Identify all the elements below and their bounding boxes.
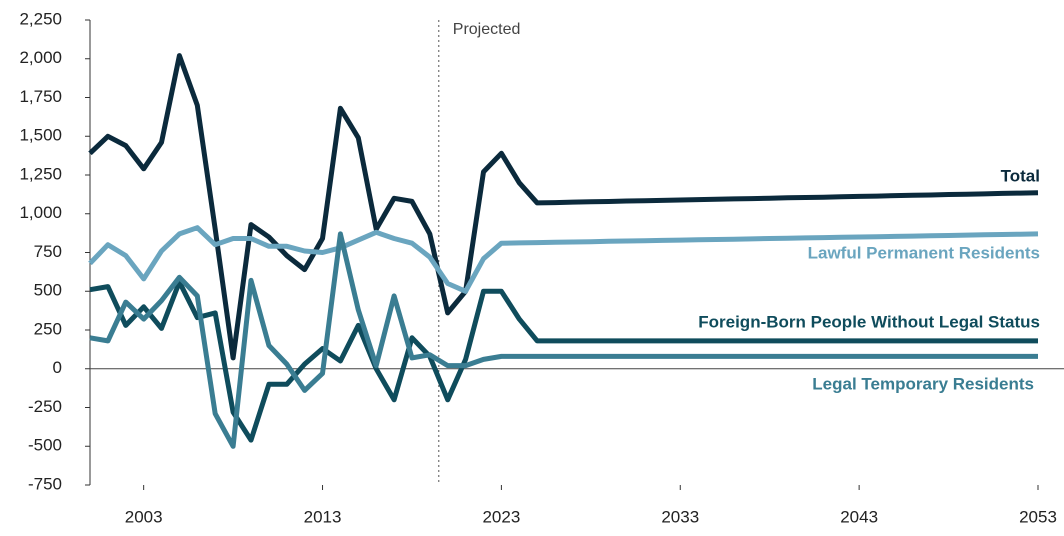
y-tick-label: 1,750	[19, 87, 62, 106]
y-tick-label: 1,250	[19, 164, 62, 183]
series-line	[89, 231, 1038, 449]
y-tick-label: -500	[28, 436, 62, 455]
series-line	[88, 53, 1039, 361]
y-tick-label: 500	[34, 281, 62, 300]
series-line	[89, 279, 1038, 443]
y-tick-label: -750	[28, 474, 62, 493]
annotation-label: Projected	[453, 21, 521, 38]
series-label: Total	[1001, 166, 1040, 185]
y-tick-label: 0	[53, 358, 62, 377]
x-tick-label: 2023	[482, 507, 520, 526]
y-tick-label: 2,250	[19, 9, 62, 28]
x-tick-label: 2043	[840, 507, 878, 526]
x-tick-label: 2013	[304, 507, 342, 526]
x-tick-label: 2053	[1019, 507, 1057, 526]
y-tick-label: 2,000	[19, 48, 62, 67]
series-label: Foreign-Born People Without Legal Status	[698, 312, 1040, 331]
series-label: Lawful Permanent Residents	[808, 243, 1040, 262]
y-tick-label: 1,000	[19, 203, 62, 222]
y-tick-label: -250	[28, 397, 62, 416]
series-line	[88, 225, 1039, 294]
x-tick-label: 2003	[125, 507, 163, 526]
y-tick-label: 750	[34, 242, 62, 261]
x-tick-label: 2033	[661, 507, 699, 526]
y-tick-label: 250	[34, 319, 62, 338]
series-label: Legal Temporary Residents	[812, 374, 1034, 393]
y-tick-label: 1,500	[19, 126, 62, 145]
